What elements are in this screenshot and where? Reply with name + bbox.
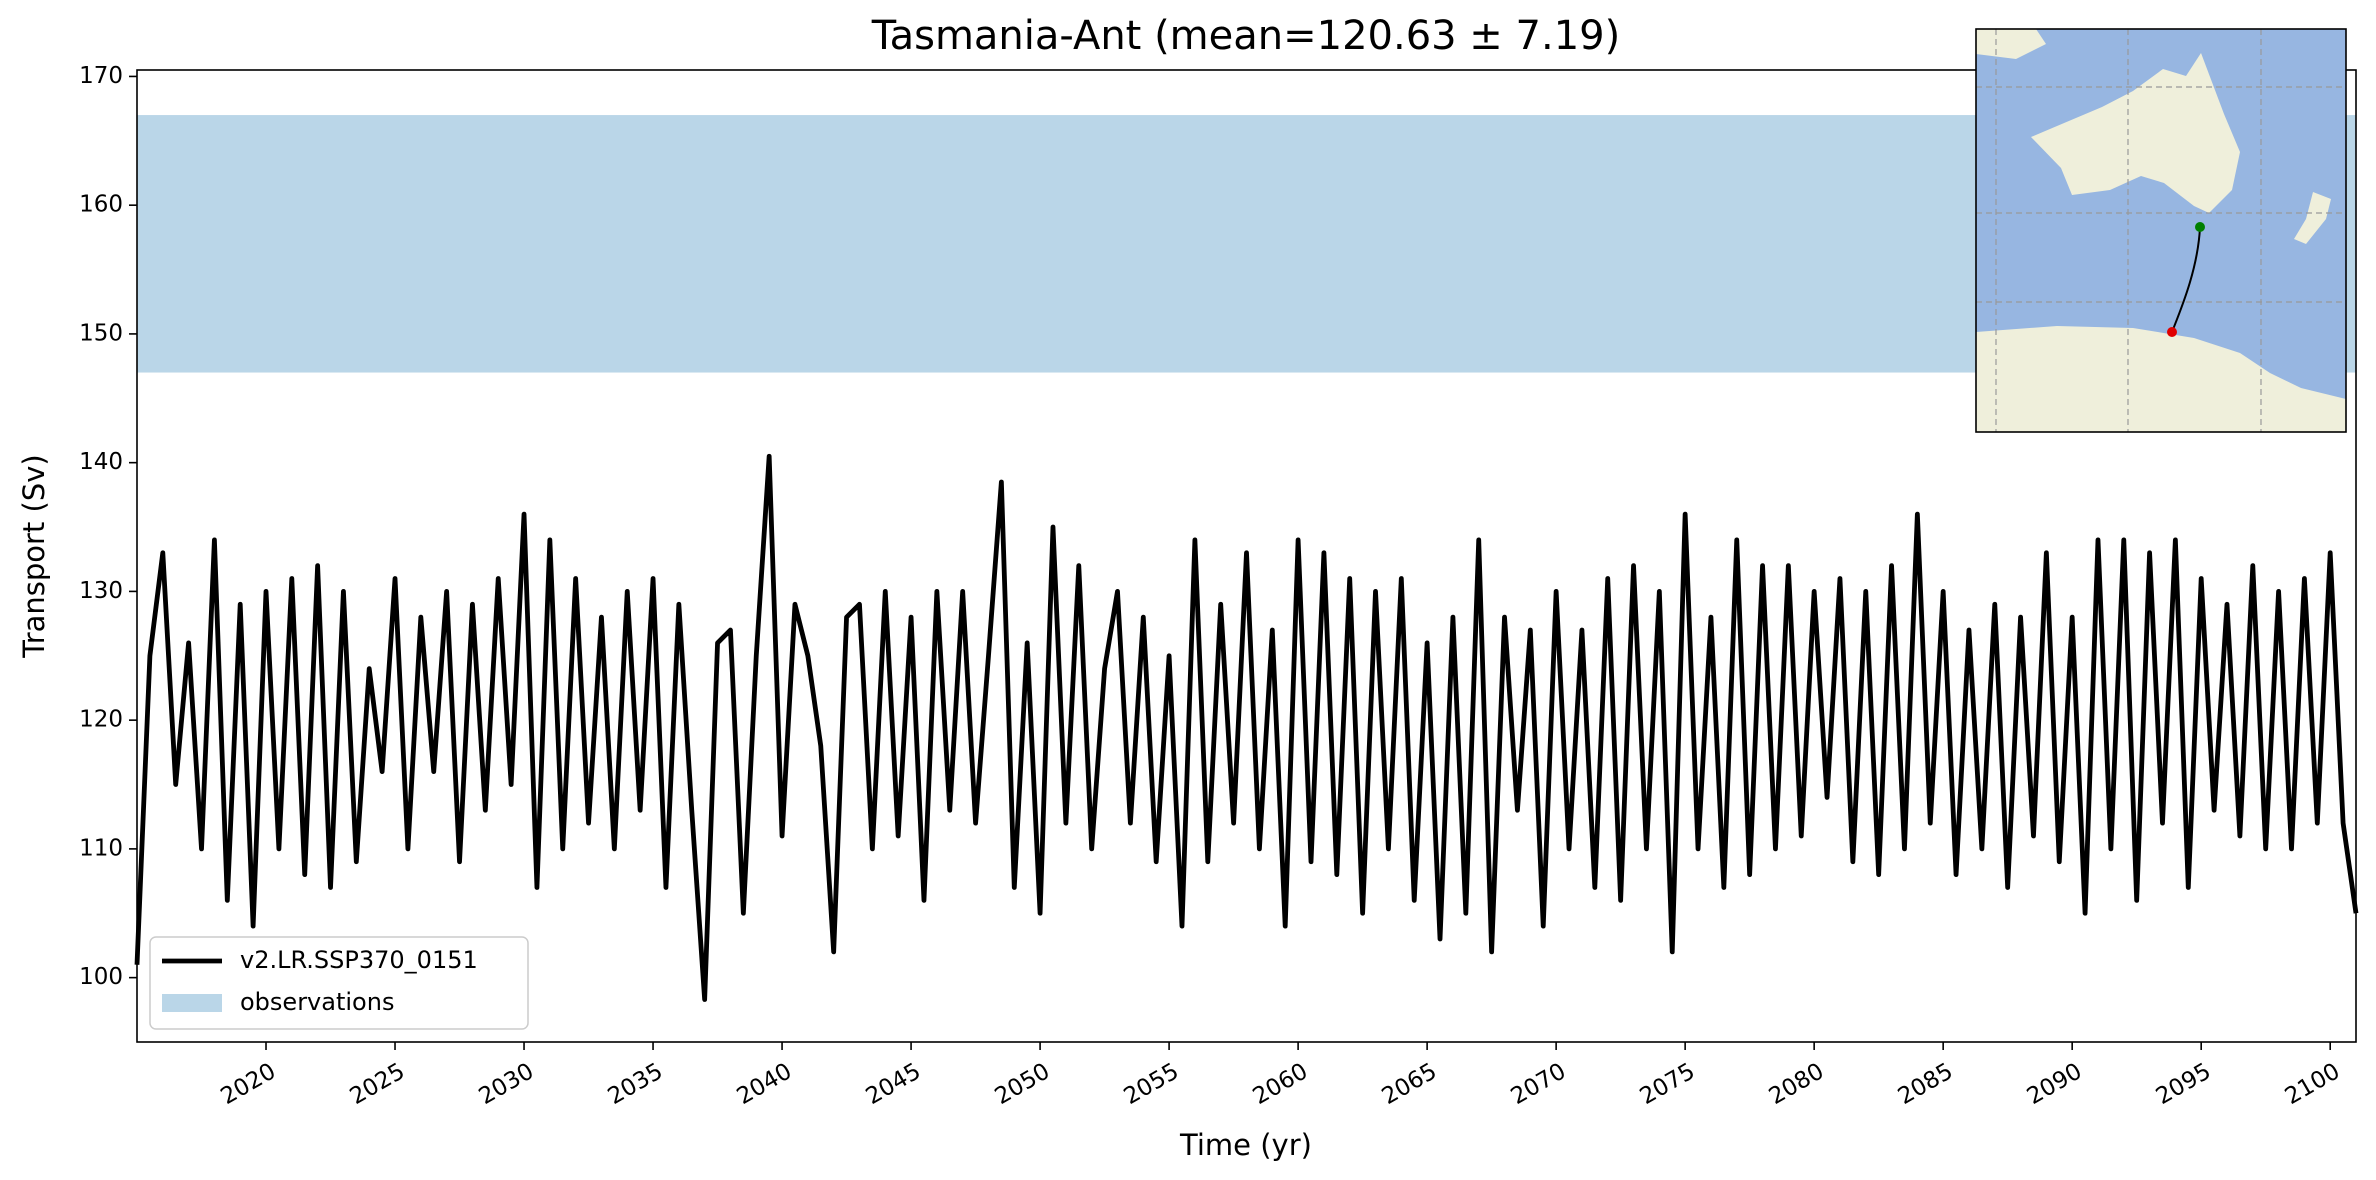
- end-point: [2167, 327, 2177, 337]
- y-axis-label: Transport (Sv): [17, 454, 51, 659]
- y-tick-label: 120: [79, 707, 123, 733]
- x-tick-label: 2020: [217, 1058, 281, 1110]
- line-layer: [134, 453, 2359, 1002]
- inset-frame: [1975, 28, 2347, 433]
- land: [1976, 29, 2046, 59]
- x-tick-label: 2070: [1507, 1058, 1571, 1110]
- x-tick-label: 2090: [2023, 1058, 2087, 1110]
- x-tick-label: 2035: [604, 1058, 668, 1110]
- x-tick-label: 2025: [346, 1058, 410, 1110]
- legend-label: v2.LR.SSP370_0151: [240, 946, 478, 974]
- x-tick-label: 2045: [862, 1058, 926, 1110]
- map-grid: [1976, 29, 2346, 432]
- x-tick-label: 2050: [991, 1058, 1055, 1110]
- y-tick-label: 150: [79, 320, 123, 346]
- y-tick-label: 170: [79, 63, 123, 89]
- plot-frame: [136, 69, 2357, 1043]
- x-tick-label: 2055: [1120, 1058, 1184, 1110]
- y-tick-label: 110: [79, 835, 123, 861]
- x-tick-label: 2030: [475, 1058, 539, 1110]
- legend-box: [149, 936, 529, 1030]
- land: [2294, 192, 2331, 244]
- x-tick-label: 2100: [2281, 1058, 2345, 1110]
- section-path: [2171, 226, 2201, 333]
- x-axis-label: Time (yr): [1179, 1128, 1312, 1162]
- x-tick-label: 2080: [1765, 1058, 1829, 1110]
- chart-title: Tasmania-Ant (mean=120.63 ± 7.19): [871, 13, 1620, 59]
- legend-label: observations: [240, 988, 394, 1016]
- inset-map: [1975, 28, 2347, 433]
- land: [1976, 326, 2346, 432]
- y-tick-label: 130: [79, 578, 123, 604]
- x-tick-label: 2075: [1636, 1058, 1700, 1110]
- land: [2031, 53, 2240, 213]
- x-tick-label: 2065: [1378, 1058, 1442, 1110]
- y-tick-label: 100: [79, 964, 123, 990]
- series-line: [134, 453, 2359, 1002]
- legend-patch: [162, 994, 222, 1012]
- x-tick-label: 2085: [1894, 1058, 1958, 1110]
- y-tick-label: 140: [79, 449, 123, 475]
- x-tick-label: 2040: [733, 1058, 797, 1110]
- y-tick-label: 160: [79, 192, 123, 218]
- x-tick-label: 2060: [1249, 1058, 1313, 1110]
- start-point: [2195, 222, 2205, 232]
- legend: v2.LR.SSP370_0151 observations: [149, 936, 529, 1030]
- x-tick-label: 2095: [2152, 1058, 2216, 1110]
